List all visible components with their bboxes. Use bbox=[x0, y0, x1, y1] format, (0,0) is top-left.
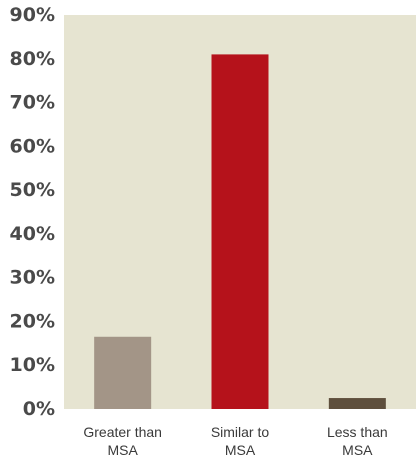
x-category-label: MSA bbox=[342, 442, 373, 458]
bar bbox=[211, 54, 269, 410]
bar bbox=[328, 398, 386, 409]
y-tick-label: 40% bbox=[10, 223, 55, 245]
x-category-label: MSA bbox=[107, 442, 138, 458]
y-tick-label: 20% bbox=[10, 310, 55, 332]
x-category-label: Greater than bbox=[83, 424, 162, 440]
y-axis-ticks: 0% 10% 20% 30% 40% 50% 60% 70% 80% 90% bbox=[10, 4, 55, 420]
y-tick-label: 10% bbox=[10, 354, 55, 376]
bar bbox=[94, 336, 152, 409]
y-tick-label: 90% bbox=[10, 4, 55, 26]
x-category-label: MSA bbox=[225, 442, 256, 458]
y-tick-label: 70% bbox=[10, 92, 55, 114]
x-category-label: Similar to bbox=[211, 424, 270, 440]
y-tick-label: 50% bbox=[10, 179, 55, 201]
y-tick-label: 80% bbox=[10, 48, 55, 70]
y-tick-label: 30% bbox=[10, 267, 55, 289]
x-axis-labels: Greater than MSA Similar to MSA Less than MSA bbox=[83, 424, 387, 458]
x-category-label: Less than bbox=[327, 424, 388, 440]
y-tick-label: 0% bbox=[23, 398, 55, 420]
y-tick-label: 60% bbox=[10, 135, 55, 157]
bars bbox=[94, 54, 386, 410]
